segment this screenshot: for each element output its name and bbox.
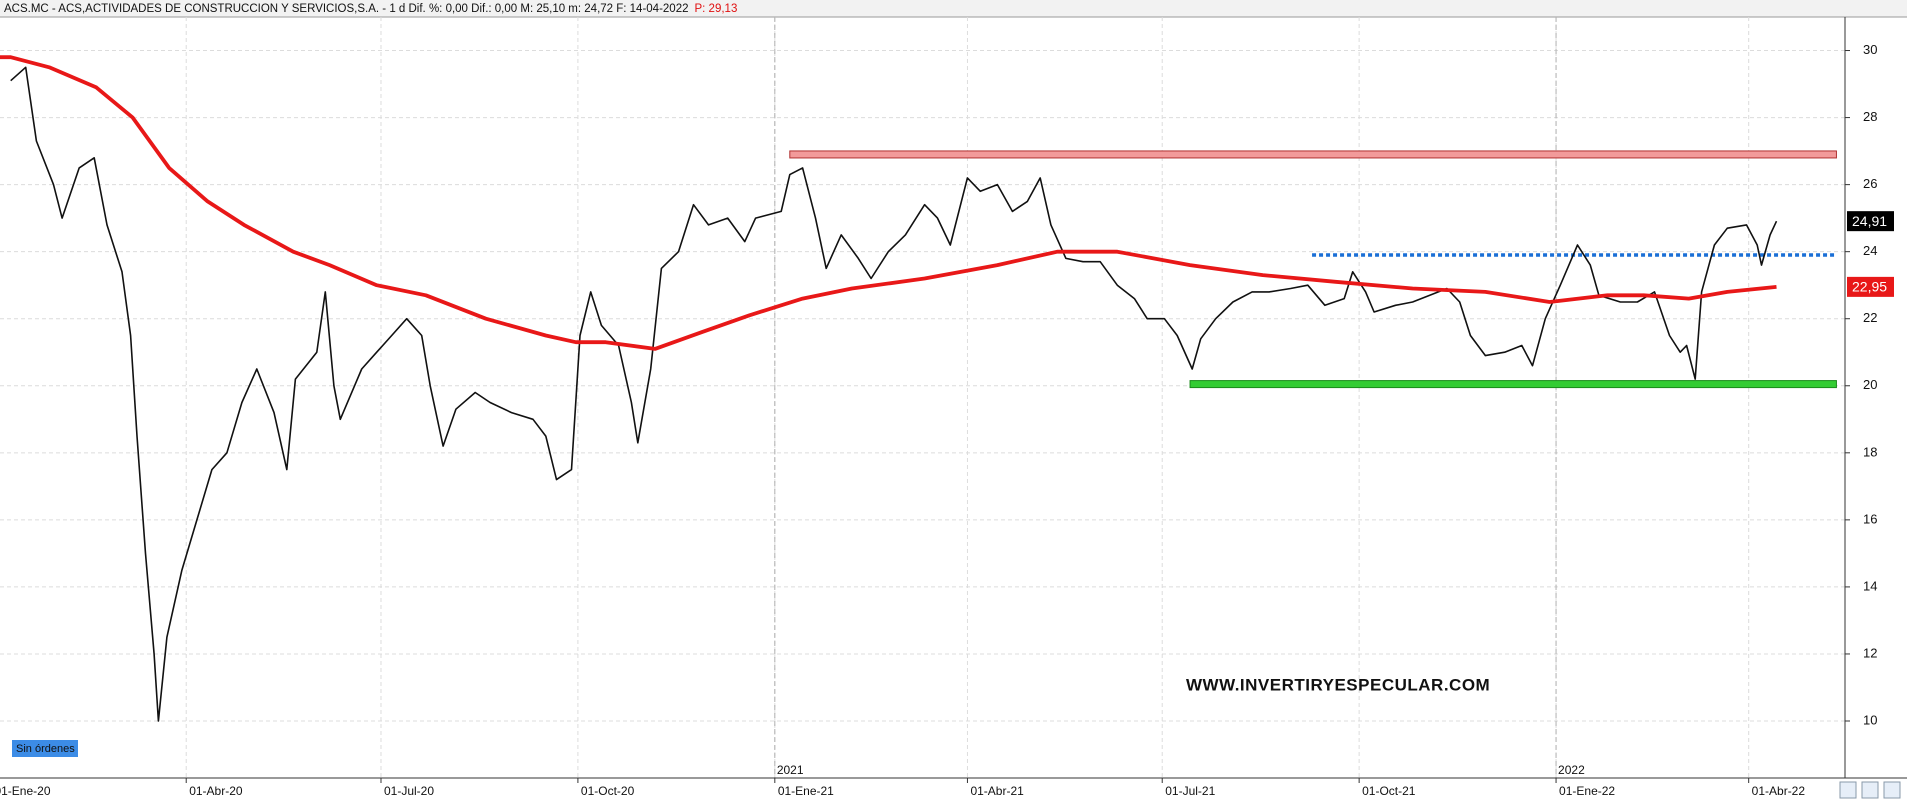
y-tick-label: 28 <box>1863 109 1877 124</box>
level-band <box>1189 380 1837 389</box>
x-tick-label: 01-Jul-20 <box>384 784 434 798</box>
watermark: WWW.INVERTIRYESPECULAR.COM <box>1186 675 1490 694</box>
x-tick-label: 01-Oct-20 <box>581 784 635 798</box>
price-line <box>10 66 1778 722</box>
status-box <box>12 740 78 757</box>
level-band <box>789 150 1837 159</box>
x-tick-label: 01-Jul-21 <box>1165 784 1215 798</box>
year-label: 2021 <box>777 763 804 777</box>
moving-average <box>0 55 1777 351</box>
x-tick-label: 01-Abr-21 <box>970 784 1024 798</box>
icon[interactable] <box>1883 781 1901 799</box>
x-tick-label: 01-Abr-22 <box>1752 784 1806 798</box>
end-label: 22,95 <box>1852 279 1887 295</box>
header-bar <box>0 0 1907 17</box>
y-tick-label: 20 <box>1863 377 1877 392</box>
header-text: ACS.MC - ACS,ACTIVIDADES DE CONSTRUCCION… <box>4 3 689 15</box>
y-tick-label: 16 <box>1863 511 1877 526</box>
end-label-box <box>1847 276 1894 297</box>
x-tick-label: 01-Ene-21 <box>778 784 834 798</box>
y-tick-label: 30 <box>1863 42 1877 57</box>
y-tick-label: 14 <box>1863 578 1877 593</box>
y-tick-label: 18 <box>1863 444 1877 459</box>
year-label: 2022 <box>1558 763 1585 777</box>
x-tick-label: 01-Abr-20 <box>189 784 243 798</box>
end-label-box <box>1847 211 1894 232</box>
icon[interactable] <box>1861 781 1879 799</box>
header: ACS.MC - ACS,ACTIVIDADES DE CONSTRUCCION… <box>4 3 737 15</box>
x-tick-label: 01-Oct-21 <box>1362 784 1416 798</box>
status-text: Sin órdenes <box>16 743 75 755</box>
y-tick-label: 22 <box>1863 310 1877 325</box>
x-tick-label: 01-Ene-22 <box>1559 784 1615 798</box>
y-tick-label: 10 <box>1863 712 1877 727</box>
icon[interactable] <box>1839 781 1857 799</box>
y-tick-label: 24 <box>1863 243 1877 258</box>
end-label: 24,91 <box>1852 213 1887 229</box>
toolbar-icons <box>1839 781 1901 799</box>
y-tick-label: 12 <box>1863 645 1877 660</box>
x-tick-label: 01-Ene-20 <box>0 784 51 798</box>
header-p: P: 29,13 <box>695 3 738 15</box>
plot <box>0 17 1845 778</box>
y-tick-label: 26 <box>1863 176 1877 191</box>
